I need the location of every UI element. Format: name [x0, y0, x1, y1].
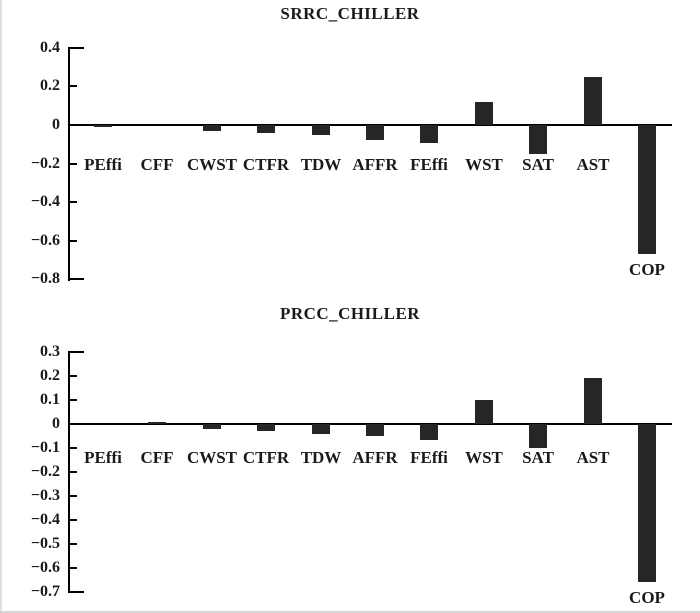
x-label-PEffi: PEffi — [84, 155, 122, 174]
bar-PEffi — [94, 125, 112, 127]
y-tick — [70, 351, 84, 353]
bar-COP — [638, 424, 656, 582]
x-label-CFF: CFF — [140, 155, 174, 174]
y-tick-label: −0.2 — [30, 155, 60, 172]
y-tick-label: −0.3 — [30, 487, 60, 504]
y-tick — [70, 201, 77, 203]
bar-FEffi — [420, 125, 438, 143]
y-tick — [70, 240, 77, 242]
y-tick-label: 0.1 — [40, 391, 60, 408]
x-label-CFF: CFF — [140, 448, 174, 467]
chart-srrc-chiller: 0.4 0.2 0 −0.2 −0.4 −0.6 −0.8 PEffi CFF CWST CTFR T… — [0, 0, 700, 300]
y-tick — [70, 85, 77, 87]
y-tick — [70, 375, 77, 377]
y-tick — [70, 447, 77, 449]
bar-WST — [475, 102, 493, 125]
x-label-WST: WST — [465, 448, 503, 467]
y-tick-label: −0.7 — [30, 583, 60, 600]
chart-title-srrc: SRRC_CHILLER — [280, 4, 420, 23]
bar-AFFR — [366, 125, 384, 140]
y-tick-label: 0.2 — [40, 77, 60, 94]
bar-SAT — [529, 125, 547, 154]
bar-AST — [584, 378, 602, 424]
y-tick — [70, 47, 84, 49]
x-label-CTFR: CTFR — [242, 155, 290, 174]
bar-CWST — [203, 424, 221, 429]
y-tick — [70, 543, 77, 545]
bar-TDW — [312, 125, 330, 135]
y-tick-label: −0.4 — [30, 193, 60, 210]
y-tick-label: −0.2 — [30, 463, 60, 480]
x-label-COP: COP — [629, 260, 665, 279]
bar-WST — [475, 400, 493, 424]
y-tick-label: −0.8 — [30, 270, 60, 287]
y-tick — [70, 495, 77, 497]
x-label-FEffi: FEffi — [410, 155, 448, 174]
x-label-WST: WST — [465, 155, 503, 174]
x-label-AFFR: AFFR — [352, 155, 398, 174]
bar-SAT — [529, 424, 547, 448]
y-tick-label: 0.2 — [40, 367, 60, 384]
bar-CFF — [148, 422, 166, 424]
y-tick-label: 0 — [52, 116, 60, 133]
x-label-PEffi: PEffi — [84, 448, 122, 467]
y-tick — [70, 519, 77, 521]
y-tick — [70, 591, 84, 593]
y-tick-label: −0.1 — [30, 439, 60, 456]
x-label-CWST: CWST — [186, 448, 238, 467]
x-label-TDW: TDW — [300, 448, 342, 467]
y-tick — [70, 399, 77, 401]
x-label-SAT: SAT — [522, 448, 554, 467]
bar-TDW — [312, 424, 330, 434]
x-label-FEffi: FEffi — [410, 448, 448, 467]
y-tick-label: 0.4 — [40, 39, 60, 56]
x-label-CTFR: CTFR — [242, 448, 290, 467]
y-axis-line — [68, 351, 70, 593]
bar-COP — [638, 125, 656, 254]
y-tick — [70, 163, 77, 165]
bar-CWST — [203, 125, 221, 131]
scan-edge-left — [0, 0, 2, 613]
y-tick-label: −0.6 — [30, 559, 60, 576]
bar-AST — [584, 77, 602, 125]
chart-title-prcc: PRCC_CHILLER — [279, 304, 421, 323]
y-tick — [70, 278, 84, 280]
y-tick-label: −0.5 — [30, 535, 60, 552]
scan-edge-bottom — [0, 611, 700, 613]
x-label-AST: AST — [576, 448, 610, 467]
x-label-SAT: SAT — [522, 155, 554, 174]
bar-AFFR — [366, 424, 384, 436]
y-tick-label: 0 — [52, 415, 60, 432]
y-tick — [70, 471, 77, 473]
y-tick-label: −0.6 — [30, 232, 60, 249]
x-label-CWST: CWST — [186, 155, 238, 174]
bar-CTFR — [257, 125, 275, 133]
bar-CTFR — [257, 424, 275, 431]
y-axis-line — [68, 47, 70, 281]
y-tick-label: 0.3 — [40, 343, 60, 360]
x-label-COP: COP — [629, 588, 665, 607]
y-tick — [70, 567, 77, 569]
y-tick-label: −0.4 — [30, 511, 60, 528]
x-label-AST: AST — [576, 155, 610, 174]
x-label-TDW: TDW — [300, 155, 342, 174]
x-label-AFFR: AFFR — [352, 448, 398, 467]
bar-FEffi — [420, 424, 438, 440]
